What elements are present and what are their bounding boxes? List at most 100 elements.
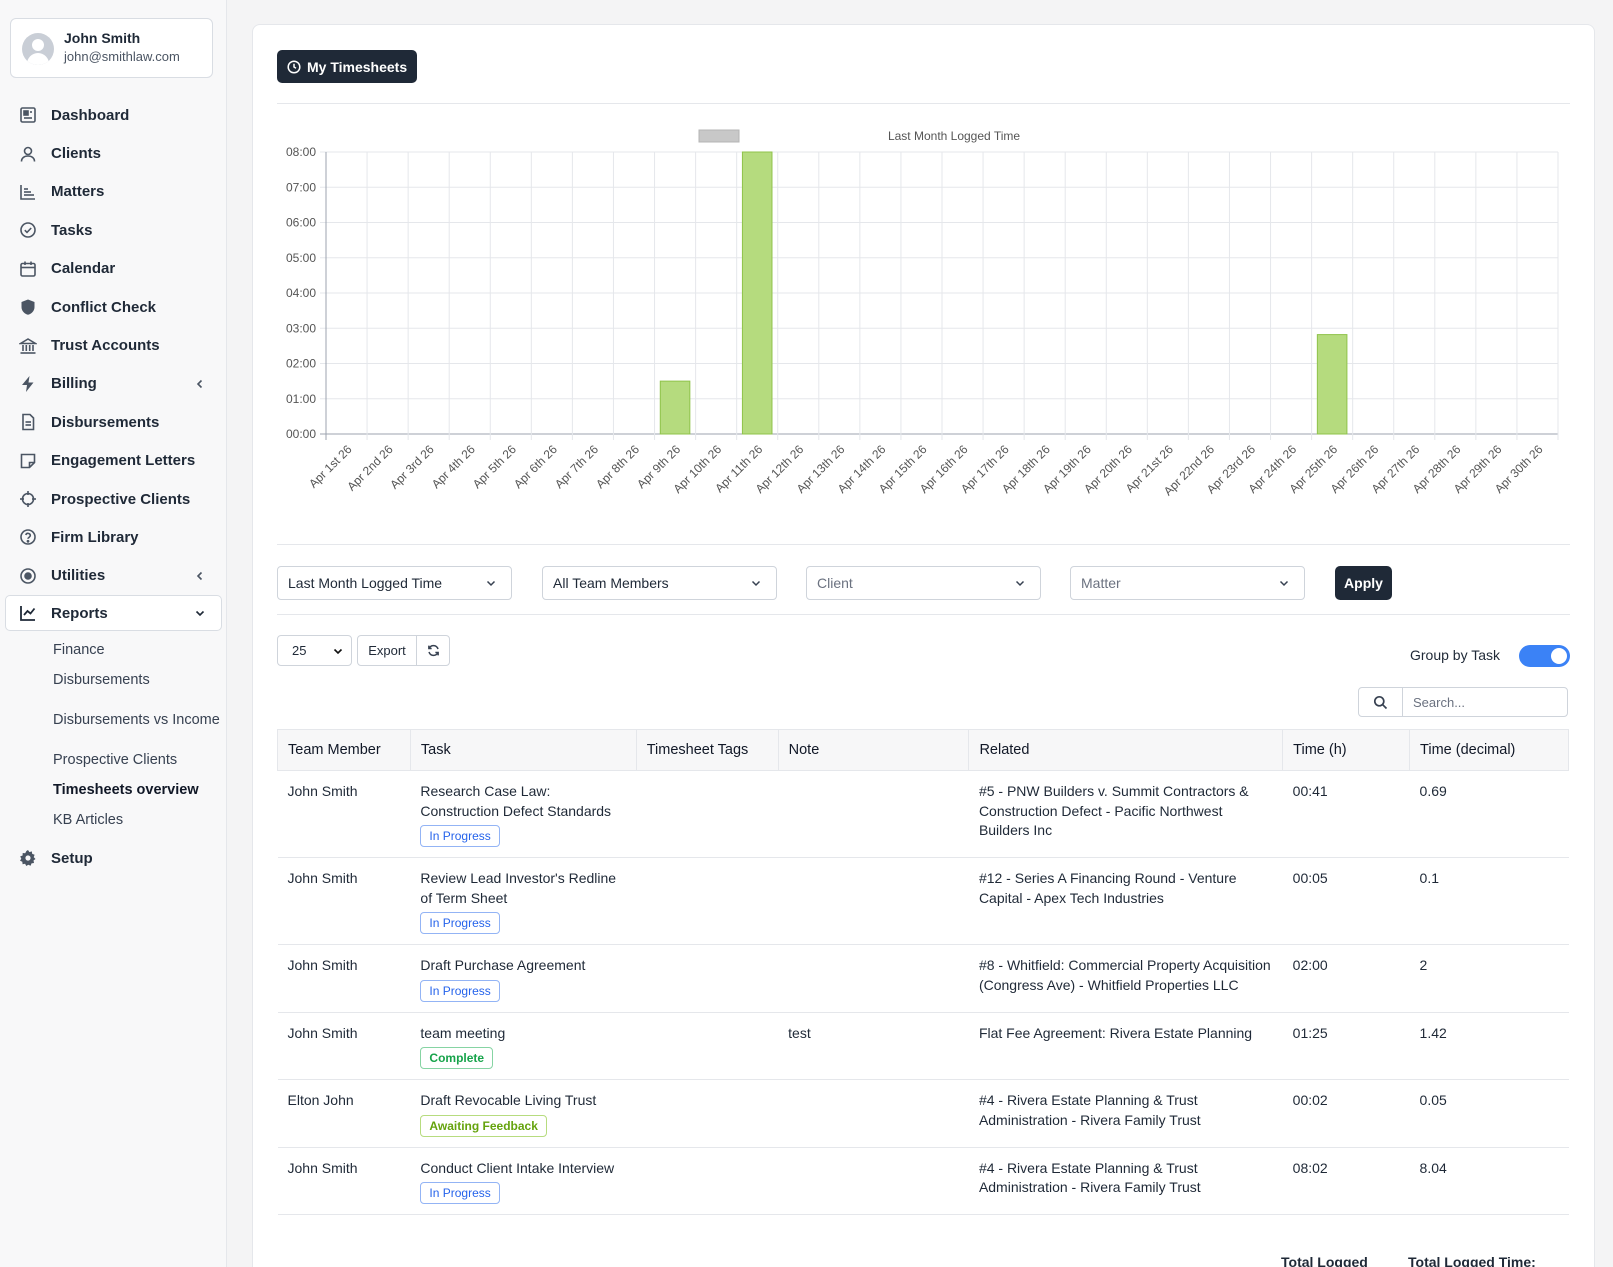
table-row[interactable]: John Smith Draft Purchase Agreement In Pro…: [277, 944, 1569, 1013]
table-row[interactable]: John Smith Research Case Law: Constructio…: [277, 770, 1569, 858]
column-header-note[interactable]: Note: [777, 729, 970, 771]
table-row[interactable]: John Smith Conduct Client Intake Intervie…: [277, 1147, 1569, 1215]
table-row[interactable]: John Smith Review Lead Investor's Redline…: [277, 857, 1569, 945]
sidebar-item-dashboard[interactable]: Dashboard: [0, 96, 227, 134]
column-header-time-decimal[interactable]: Time (decimal): [1409, 729, 1569, 771]
cell-related[interactable]: #4 - Rivera Estate Planning & Trust Admi…: [968, 1079, 1283, 1148]
my-timesheets-button[interactable]: My Timesheets: [277, 50, 418, 83]
column-header-timesheet-tags[interactable]: Timesheet Tags: [635, 729, 779, 771]
sidebar-item-prospective-clients[interactable]: Prospective Clients: [0, 480, 227, 518]
column-header-time-h[interactable]: Time (h): [1282, 729, 1411, 771]
column-header-team-member[interactable]: Team Member: [277, 729, 411, 771]
document-icon: [22, 414, 35, 431]
apply-button[interactable]: Apply: [1335, 566, 1392, 600]
export-button[interactable]: Export: [357, 635, 417, 666]
sidebar-item-utilities[interactable]: Utilities: [0, 557, 227, 595]
subnav-item-timesheets-overview[interactable]: Timesheets overview: [53, 782, 199, 799]
status-badge: In Progress: [420, 979, 500, 1002]
task-link[interactable]: Conduct Client Intake Interview: [420, 1159, 615, 1176]
cell-timesheet-tags: [636, 1079, 779, 1148]
sidebar-item-firm-library[interactable]: Firm Library: [0, 518, 227, 556]
column-header-task[interactable]: Task: [409, 729, 637, 771]
refresh-icon: [427, 644, 439, 657]
cell-note: test: [778, 1012, 969, 1080]
sidebar-item-label: Tasks: [51, 221, 93, 239]
sidebar-item-label: Billing: [51, 375, 97, 393]
matter-select[interactable]: Matter: [1070, 566, 1305, 600]
subnav-item-disbursements-vs-income[interactable]: Disbursements vs Income: [53, 712, 220, 729]
task-link[interactable]: Review Lead Investor's Redline of Term S…: [420, 870, 617, 906]
gear-icon: [20, 850, 36, 867]
subnav-item-prospective-clients[interactable]: Prospective Clients: [53, 752, 178, 769]
range-select[interactable]: Last Month Logged Time: [277, 566, 512, 600]
page-size-select[interactable]: 25: [277, 635, 352, 666]
cell-related[interactable]: #8 - Whitfield: Commercial Property Acqu…: [968, 944, 1283, 1013]
cell-related[interactable]: Flat Fee Agreement: Rivera Estate Planni…: [968, 1012, 1283, 1080]
cell-task: Conduct Client Intake Interview In Progre…: [410, 1147, 637, 1215]
task-link[interactable]: Draft Revocable Living Trust: [420, 1092, 597, 1108]
subnav-item-finance[interactable]: Finance: [53, 642, 105, 659]
cell-time-h: 00:05: [1282, 857, 1410, 945]
chart-title: Last Month Logged Time: [888, 129, 1020, 143]
group-by-task-toggle[interactable]: [1519, 645, 1570, 667]
crosshair-icon: [20, 491, 36, 508]
page-size-value: 25: [292, 643, 307, 658]
total-time-decimal: Total Logged Time: 12.29: [1408, 1254, 1536, 1267]
user-name: John Smith: [64, 30, 141, 46]
status-badge: Complete: [420, 1047, 494, 1069]
sidebar-item-disbursements[interactable]: Disbursements: [0, 403, 227, 441]
sidebar-item-trust-accounts[interactable]: Trust Accounts: [0, 326, 227, 364]
sidebar-item-label: Trust Accounts: [51, 337, 160, 355]
task-link[interactable]: team meeting: [420, 1024, 506, 1041]
cell-timesheet-tags: [636, 944, 779, 1013]
cell-note: [778, 1079, 969, 1148]
task-link[interactable]: Research Case Law: Construction Defect S…: [420, 783, 612, 819]
sidebar-item-label: Disbursements: [51, 413, 160, 431]
cell-time-decimal: 8.04: [1409, 1147, 1569, 1215]
timesheets-table: Team Member Task Timesheet Tags Note Rel…: [277, 729, 1569, 1215]
y-tick-label: 04:00: [286, 286, 316, 300]
client-select[interactable]: Client: [806, 566, 1041, 600]
table-row[interactable]: John Smith team meeting Complete test Flat F…: [277, 1012, 1569, 1080]
group-by-task-label: Group by Task: [1410, 647, 1501, 663]
chevron-down-icon: [195, 611, 205, 617]
y-tick-label: 07:00: [286, 180, 316, 194]
sidebar-item-calendar[interactable]: Calendar: [0, 250, 227, 288]
chart-bar: [1316, 334, 1348, 435]
sidebar-item-label: Matters: [51, 183, 105, 201]
matter-select-placeholder: Matter: [1081, 575, 1121, 591]
y-tick-label: 00:00: [286, 427, 316, 441]
sidebar-item-conflict-check[interactable]: Conflict Check: [0, 288, 227, 326]
cell-related[interactable]: #4 - Rivera Estate Planning & Trust Admi…: [968, 1147, 1283, 1215]
chart-bar: [659, 380, 691, 435]
cell-related[interactable]: #12 - Series A Financing Round - Venture…: [968, 857, 1283, 945]
logged-time-chart: Last Month Logged Time 00:00 01:00 02:00 03:…: [286, 129, 1559, 498]
sidebar-item-matters[interactable]: Matters: [0, 173, 227, 211]
sidebar-item-tasks[interactable]: Tasks: [0, 211, 227, 249]
cell-related[interactable]: #5 - PNW Builders v. Summit Contractors …: [968, 770, 1283, 858]
line-chart-icon: [20, 606, 36, 621]
search-button[interactable]: [1358, 687, 1403, 717]
subnav-item-disbursements[interactable]: Disbursements: [53, 672, 150, 689]
table-row[interactable]: Elton John Draft Revocable Living Trust Aw…: [277, 1079, 1569, 1148]
user-card[interactable]: John Smith john@smithlaw.com: [10, 18, 213, 78]
sidebar-item-clients[interactable]: Clients: [0, 134, 227, 172]
refresh-button[interactable]: [416, 635, 450, 666]
subnav-item-kb-articles[interactable]: KB Articles: [53, 812, 124, 829]
team-select[interactable]: All Team Members: [542, 566, 777, 600]
search-input[interactable]: [1402, 687, 1568, 717]
task-link[interactable]: Draft Purchase Agreement: [420, 957, 586, 973]
team-select-value: All Team Members: [553, 575, 669, 591]
column-header-related[interactable]: Related: [968, 729, 1284, 771]
status-badge: In Progress: [420, 825, 500, 847]
divider: [277, 544, 1570, 545]
sidebar-item-setup[interactable]: Setup: [0, 839, 227, 877]
chevron-down-icon: [486, 580, 496, 587]
sidebar-item-engagement-letters[interactable]: Engagement Letters: [0, 442, 227, 480]
sidebar-item-billing[interactable]: Billing: [0, 365, 227, 403]
sidebar-item-reports[interactable]: Reports: [5, 595, 222, 632]
cell-note: [778, 770, 969, 858]
sidebar-item-label: Prospective Clients: [51, 490, 191, 508]
chevron-left-icon: [196, 571, 203, 580]
bank-icon: [19, 337, 37, 354]
